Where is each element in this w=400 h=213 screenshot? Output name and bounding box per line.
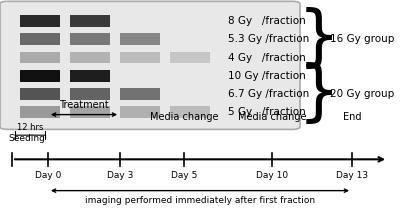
Bar xyxy=(20,52,60,63)
Text: 5.3 Gy /fraction: 5.3 Gy /fraction xyxy=(228,34,309,44)
Text: 16 Gy group: 16 Gy group xyxy=(330,34,394,44)
Bar xyxy=(170,52,210,63)
Bar xyxy=(20,33,60,45)
Bar xyxy=(70,70,110,82)
Text: 20 Gy group: 20 Gy group xyxy=(330,89,394,99)
Bar xyxy=(120,52,160,63)
Text: 8 Gy   /fraction: 8 Gy /fraction xyxy=(228,16,306,26)
Text: Media change: Media change xyxy=(150,112,218,122)
Text: 12 hrs: 12 hrs xyxy=(17,124,43,132)
Text: 5 Gy   /fraction: 5 Gy /fraction xyxy=(228,107,306,117)
Bar xyxy=(170,106,210,118)
Bar xyxy=(70,33,110,45)
Text: Day 13: Day 13 xyxy=(336,171,368,180)
Bar xyxy=(20,106,60,118)
Bar xyxy=(120,106,160,118)
Text: 4 Gy   /fraction: 4 Gy /fraction xyxy=(228,53,306,63)
Bar xyxy=(70,88,110,100)
Bar xyxy=(120,88,160,100)
Text: Day 0: Day 0 xyxy=(35,171,61,180)
Text: }: } xyxy=(298,62,340,126)
FancyBboxPatch shape xyxy=(0,1,300,130)
Text: Day 10: Day 10 xyxy=(256,171,288,180)
Text: 10 Gy /fraction: 10 Gy /fraction xyxy=(228,71,306,81)
Bar xyxy=(120,33,160,45)
Text: Day 5: Day 5 xyxy=(171,171,197,180)
Text: imaging performed immediately after first fraction: imaging performed immediately after firs… xyxy=(85,196,315,205)
Text: Seeding: Seeding xyxy=(8,134,45,143)
Text: Treatment: Treatment xyxy=(59,100,109,110)
Bar xyxy=(70,15,110,27)
Text: 6.7 Gy /fraction: 6.7 Gy /fraction xyxy=(228,89,309,99)
Bar xyxy=(70,52,110,63)
Text: Day 3: Day 3 xyxy=(107,171,133,180)
Text: }: } xyxy=(298,7,340,71)
Bar xyxy=(20,70,60,82)
Text: Media change: Media change xyxy=(238,112,306,122)
Bar xyxy=(20,88,60,100)
Bar xyxy=(20,15,60,27)
Bar xyxy=(70,106,110,118)
Text: End: End xyxy=(343,112,361,122)
